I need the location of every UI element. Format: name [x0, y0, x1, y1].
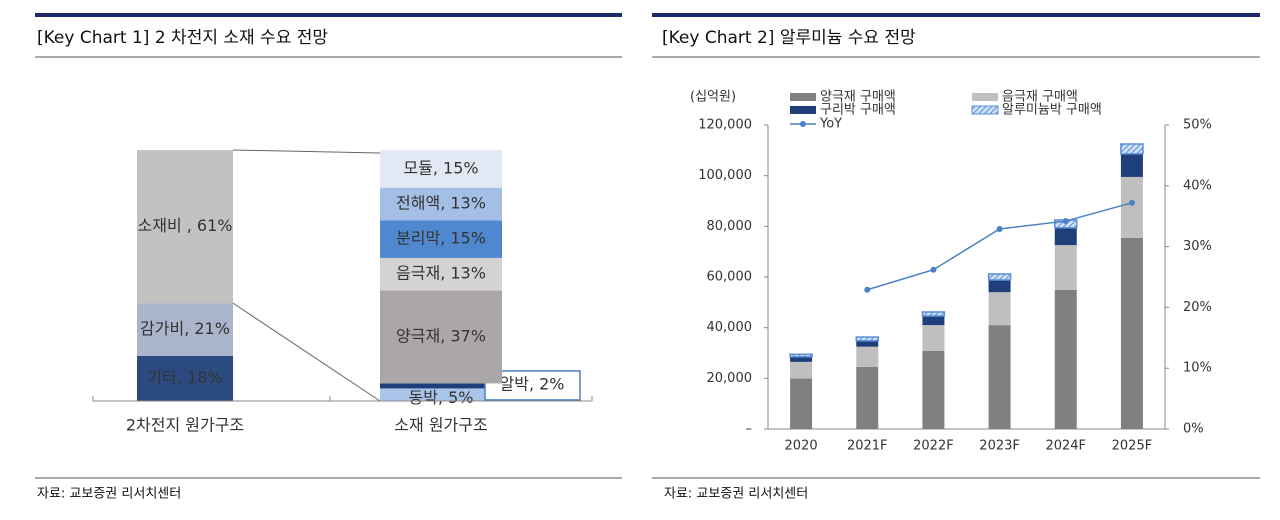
bar [1120, 153, 1143, 177]
segment-label: 전해액, 13% [396, 193, 486, 212]
legend-swatch [800, 121, 806, 127]
x-tick-label: 2024F [1045, 439, 1086, 454]
legend-swatch [972, 93, 998, 101]
bar [988, 325, 1011, 429]
bar-segment [137, 150, 233, 304]
y-tick-label: 100,000 [698, 168, 752, 183]
segment-label: 동박, 5% [409, 388, 474, 407]
bar [789, 353, 813, 358]
bar [790, 378, 813, 429]
bar [1054, 227, 1077, 246]
bar [988, 280, 1011, 293]
bar [790, 361, 813, 379]
header-rule [35, 13, 622, 17]
x-tick-label: 2021F [847, 439, 888, 454]
y-tick-label: – [746, 422, 753, 437]
bar [856, 340, 879, 347]
legend-label: 구리박 구매액 [820, 103, 896, 118]
x-tick-label: 2차전지 원가구조 [126, 416, 244, 435]
bar [790, 356, 813, 362]
segment-label: 모듈, 15% [403, 158, 478, 177]
connector [232, 302, 381, 402]
segment-label: 기타, 18% [147, 368, 222, 387]
legend-swatch [790, 106, 816, 114]
x-tick-label: 2025F [1112, 439, 1153, 454]
bar [1054, 289, 1077, 429]
bar-segment [137, 303, 233, 356]
line-point [930, 266, 937, 273]
segment-label: 알박, 2% [500, 374, 565, 393]
bar [987, 273, 1012, 281]
bar [1120, 237, 1143, 429]
bar [988, 292, 1011, 326]
line-point [1128, 199, 1135, 206]
bar-segment [380, 220, 502, 258]
segment-label: 음극재, 13% [396, 264, 486, 283]
bar [856, 366, 879, 429]
bar-segment [380, 187, 502, 221]
bar [1120, 176, 1143, 238]
chart-title: [Key Chart 1] 2 차전지 소재 수요 전망 [37, 28, 328, 48]
chart-title: [Key Chart 2] 알루미늄 수요 전망 [662, 28, 916, 48]
bar-segment [380, 290, 502, 384]
bar-segment [137, 355, 233, 401]
y-tick-label: 80,000 [707, 219, 753, 234]
y-tick-label: 20,000 [707, 371, 753, 386]
line-point [864, 286, 871, 293]
segment-label: 양극재, 37% [396, 326, 486, 345]
header-rule [652, 13, 1260, 17]
y-tick-label: 120,000 [698, 118, 752, 133]
y-axis-label: (십억원) [690, 90, 736, 105]
bar-segment [380, 388, 502, 401]
legend-label: 알루미늄박 구매액 [1002, 103, 1102, 118]
source: 자료: 교보증권 리서치센터 [37, 487, 181, 502]
legend-swatch [790, 93, 816, 101]
legend-label: 음극재 구매액 [1002, 90, 1078, 105]
legend-label: YoY [819, 117, 842, 132]
segment-label: 분리막, 15% [396, 229, 486, 248]
bar [922, 325, 945, 351]
y2-tick-label: 40% [1183, 178, 1212, 193]
bar-segment [380, 257, 502, 291]
y2-tick-label: 20% [1183, 300, 1212, 315]
legend-label: 양극재 구매액 [820, 90, 896, 105]
bar-segment [380, 150, 502, 188]
x-tick-label: 2023F [979, 439, 1020, 454]
y-tick-label: 60,000 [707, 270, 753, 285]
bar-segment [380, 383, 502, 389]
x-tick-label: 2020 [785, 439, 818, 454]
source: 자료: 교보증권 리서치센터 [664, 487, 808, 502]
bar [855, 336, 879, 342]
bar [1120, 143, 1144, 155]
connector [232, 149, 381, 154]
line-point [1062, 218, 1069, 225]
bar [1054, 245, 1077, 290]
bar [921, 311, 946, 317]
x-tick-label: 소재 원가구조 [394, 416, 487, 435]
y2-tick-label: 30% [1183, 239, 1212, 254]
segment-label: 감가비, 21% [140, 319, 230, 338]
y-tick-label: 40,000 [707, 320, 753, 335]
x-tick-label: 2022F [913, 439, 954, 454]
legend-swatch [971, 105, 999, 115]
bar [856, 346, 879, 367]
y2-tick-label: 10% [1183, 361, 1212, 376]
line-point [996, 225, 1003, 232]
y2-tick-label: 0% [1183, 422, 1204, 437]
bar [922, 350, 945, 429]
bar [922, 316, 945, 326]
y2-tick-label: 50% [1183, 118, 1212, 133]
segment-label: 소재비 , 61% [138, 216, 233, 235]
